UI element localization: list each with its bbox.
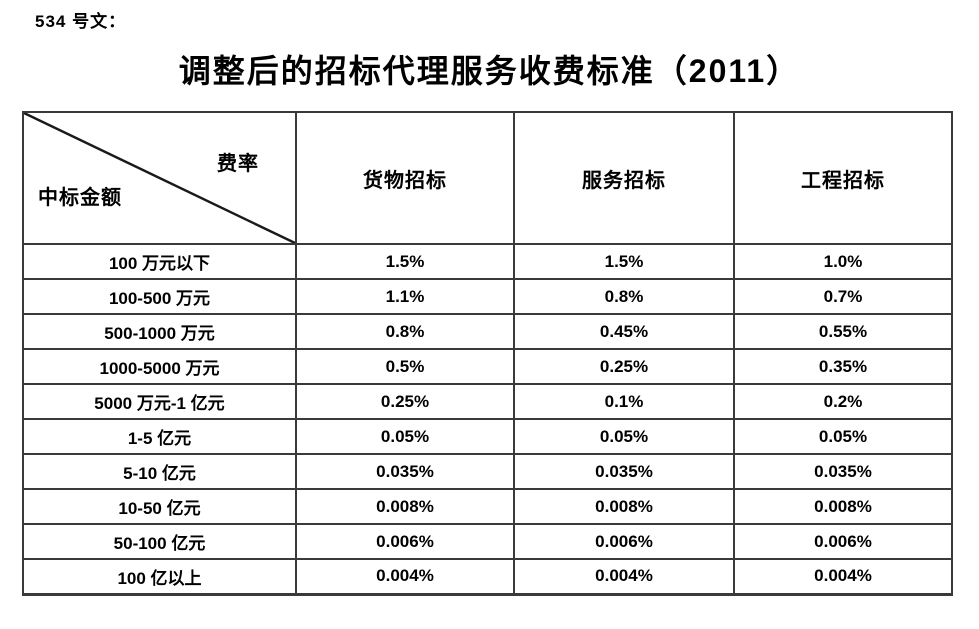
goods-rate-cell: 0.008% [295,488,515,525]
engineering-rate-cell: 0.7% [733,278,953,315]
goods-rate-cell: 0.004% [295,558,515,595]
table-row: 500-1000 万元 0.8% 0.45% 0.55% [22,313,953,350]
service-rate-cell: 0.006% [513,523,735,560]
engineering-rate-cell: 0.008% [733,488,953,525]
amount-cell: 1000-5000 万元 [22,348,297,385]
corner-header-cell: 费率 中标金额 [22,111,297,245]
engineering-rate-cell: 0.035% [733,453,953,490]
goods-rate-cell: 0.05% [295,418,515,455]
goods-rate-cell: 0.8% [295,313,515,350]
service-rate-cell: 0.05% [513,418,735,455]
engineering-rate-cell: 0.004% [733,558,953,595]
service-rate-cell: 0.035% [513,453,735,490]
amount-cell: 500-1000 万元 [22,313,297,350]
goods-rate-cell: 1.5% [295,243,515,280]
column-header-service: 服务招标 [513,111,735,245]
amount-cell: 100 亿以上 [22,558,297,595]
corner-label-rate: 费率 [217,153,259,175]
engineering-rate-cell: 0.05% [733,418,953,455]
table-row: 10-50 亿元 0.008% 0.008% 0.008% [22,488,953,525]
column-header-engineering: 工程招标 [733,111,953,245]
amount-cell: 100-500 万元 [22,278,297,315]
table-row: 5-10 亿元 0.035% 0.035% 0.035% [22,453,953,490]
service-rate-cell: 0.25% [513,348,735,385]
service-rate-cell: 0.004% [513,558,735,595]
amount-cell: 5-10 亿元 [22,453,297,490]
engineering-rate-cell: 0.006% [733,523,953,560]
table-row: 5000 万元-1 亿元 0.25% 0.1% 0.2% [22,383,953,420]
table-row: 100 亿以上 0.004% 0.004% 0.004% [22,558,953,595]
engineering-rate-cell: 0.2% [733,383,953,420]
amount-cell: 100 万元以下 [22,243,297,280]
corner-label-amount: 中标金额 [38,187,122,209]
service-rate-cell: 0.45% [513,313,735,350]
goods-rate-cell: 0.035% [295,453,515,490]
goods-rate-cell: 0.5% [295,348,515,385]
engineering-rate-cell: 0.35% [733,348,953,385]
table-header-row: 费率 中标金额 货物招标 服务招标 工程招标 [22,111,953,245]
amount-cell: 5000 万元-1 亿元 [22,383,297,420]
column-header-goods: 货物招标 [295,111,515,245]
page-title: 调整后的招标代理服务收费标准（2011） [178,53,801,89]
goods-rate-cell: 1.1% [295,278,515,315]
table-row: 100 万元以下 1.5% 1.5% 1.0% [22,243,953,280]
service-rate-cell: 1.5% [513,243,735,280]
amount-cell: 1-5 亿元 [22,418,297,455]
table-row: 50-100 亿元 0.006% 0.006% 0.006% [22,523,953,560]
table-row: 1-5 亿元 0.05% 0.05% 0.05% [22,418,953,455]
service-rate-cell: 0.1% [513,383,735,420]
engineering-rate-cell: 1.0% [733,243,953,280]
fee-rate-table: 费率 中标金额 货物招标 服务招标 工程招标 100 万元以下 1.5% 1.5… [22,111,953,596]
service-rate-cell: 0.8% [513,278,735,315]
table-row: 100-500 万元 1.1% 0.8% 0.7% [22,278,953,315]
amount-cell: 10-50 亿元 [22,488,297,525]
service-rate-cell: 0.008% [513,488,735,525]
engineering-rate-cell: 0.55% [733,313,953,350]
table-row: 1000-5000 万元 0.5% 0.25% 0.35% [22,348,953,385]
goods-rate-cell: 0.25% [295,383,515,420]
amount-cell: 50-100 亿元 [22,523,297,560]
goods-rate-cell: 0.006% [295,523,515,560]
doc-number-label: 534 号文： [35,12,127,31]
diagonal-divider-line [25,114,294,242]
